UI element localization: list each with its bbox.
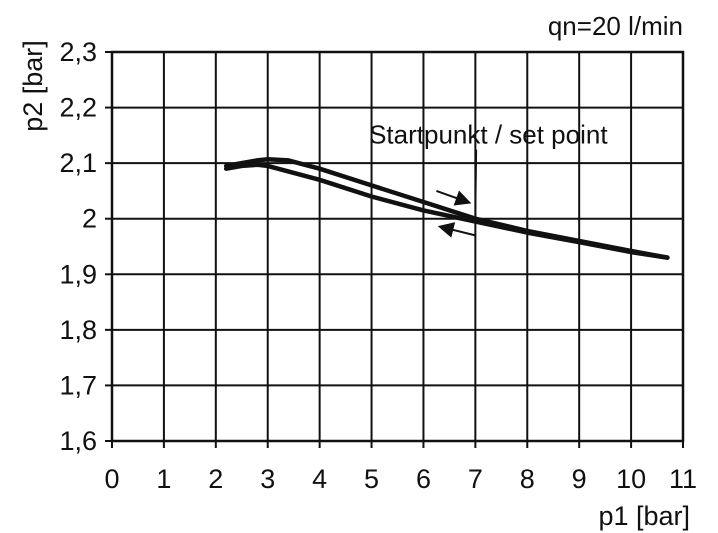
y-tick-label: 2,1 [59, 148, 97, 178]
falling-pressure-curve [223, 162, 670, 260]
flow-rate-note: qn=20 l/min [548, 11, 683, 41]
y-tick-label: 1,6 [59, 426, 97, 456]
x-tick-label: 10 [616, 464, 646, 494]
decreasing-direction-arrow [437, 222, 476, 238]
grid-lines [112, 52, 683, 441]
y-tick-label: 2,3 [59, 37, 97, 67]
x-tick-label: 3 [260, 464, 275, 494]
x-tick-labels: 0 1 2 3 4 5 6 7 8 9 10 11 [104, 464, 697, 494]
x-tick-label: 9 [572, 464, 587, 494]
x-tick-label: 6 [416, 464, 431, 494]
y-tick-label: 1,7 [59, 370, 97, 400]
x-tick-label: 0 [104, 464, 119, 494]
series-lines [223, 157, 670, 260]
x-tick-label: 8 [520, 464, 535, 494]
axis-frame [105, 50, 685, 448]
y-axis-title: p2 [bar] [18, 40, 48, 132]
y-tick-label: 1,9 [59, 259, 97, 289]
x-tick-label: 7 [468, 464, 483, 494]
y-tick-label: 1,8 [59, 315, 97, 345]
x-tick-label: 5 [364, 464, 379, 494]
x-tick-label: 11 [669, 464, 697, 494]
annotation: Startpunkt / set point [369, 120, 608, 238]
x-axis-title: p1 [bar] [598, 501, 690, 531]
y-tick-label: 2,2 [59, 93, 97, 123]
x-tick-label: 4 [312, 464, 327, 494]
y-tick-label: 2 [82, 204, 97, 234]
set-point-label: Startpunkt / set point [369, 120, 608, 150]
increasing-direction-arrow [436, 189, 472, 206]
plot-border [110, 50, 685, 443]
x-tick-label: 1 [156, 464, 171, 494]
y-tick-labels: 1,6 1,7 1,8 1,9 2 2,1 2,2 2,3 [59, 37, 97, 456]
x-tick-label: 2 [208, 464, 223, 494]
set-point-leader-line [474, 149, 478, 219]
